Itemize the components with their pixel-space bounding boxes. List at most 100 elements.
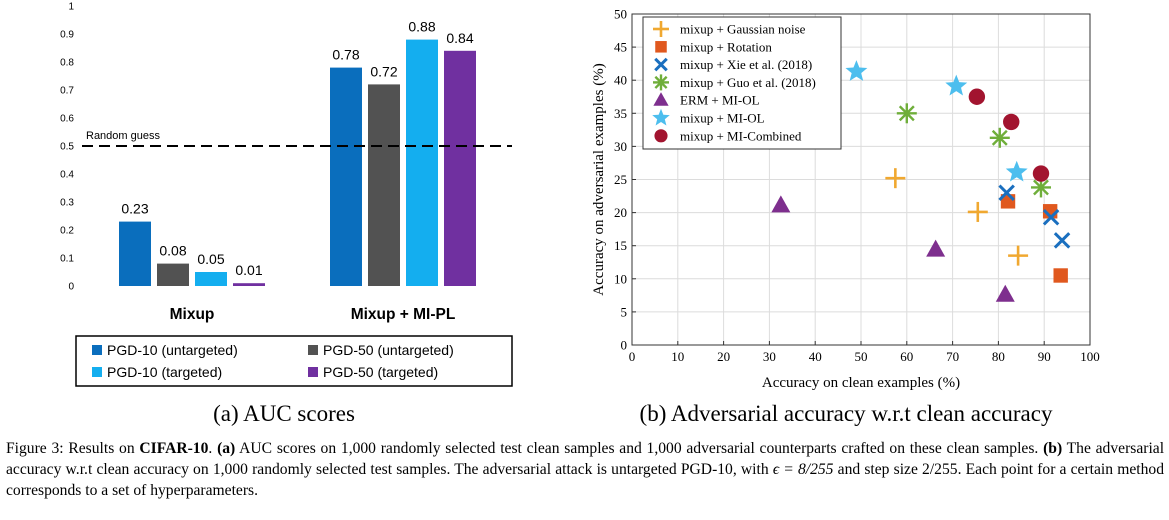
bar <box>157 263 189 286</box>
y-tick-label: 15 <box>614 238 627 253</box>
x-tick-label: 40 <box>809 349 822 364</box>
y-axis-label: Accuracy on adversarial examples (%) <box>591 63 607 295</box>
point-triangle <box>771 195 791 213</box>
y-tick-label: 0.7 <box>60 86 74 97</box>
point-circle <box>968 88 986 105</box>
panel-b-subtitle: (b) Adversarial accuracy w.r.t clean acc… <box>640 401 1053 426</box>
asterisk-arm <box>898 105 915 122</box>
y-tick-label: 40 <box>614 73 627 88</box>
scatter-series <box>998 184 1071 249</box>
point-asterisk <box>653 74 669 91</box>
random-guess-label: Random guess <box>86 130 160 142</box>
point-plus <box>1008 245 1029 266</box>
point-star <box>1005 160 1028 182</box>
bar-value-label: 0.84 <box>446 30 473 46</box>
legend-label: mixup + Gaussian noise <box>680 22 806 37</box>
x-tick-label: 20 <box>717 349 730 364</box>
bar <box>406 39 438 286</box>
x-tick-label: 90 <box>1038 349 1051 364</box>
bar <box>119 221 151 286</box>
bar-legend: PGD-10 (untargeted) PGD-50 (untargeted) PG… <box>75 335 513 387</box>
scatter-series <box>845 60 1028 182</box>
bar <box>195 272 227 286</box>
x-b <box>1042 208 1060 226</box>
y-tick-label: 0 <box>621 338 628 353</box>
legend-label: PGD-10 (untargeted) <box>107 342 238 358</box>
y-tick-label: 25 <box>614 172 627 187</box>
y-tick-label: 0.3 <box>60 198 74 209</box>
point-circle <box>1003 113 1020 131</box>
legend-label: mixup + Rotation <box>680 39 772 54</box>
bar-value-label: 0.72 <box>370 63 397 79</box>
y-tick-label: 35 <box>614 106 627 121</box>
point-x <box>998 184 1015 202</box>
y-tick-label: 0.2 <box>60 226 74 237</box>
caption-b-text: The adversarial accuracy w.r.t clean acc… <box>6 440 1165 478</box>
y-tick-label: 0.9 <box>60 30 74 41</box>
x-b <box>654 57 668 72</box>
legend-label: mixup + Guo et al. (2018) <box>680 75 816 90</box>
point-star <box>945 74 968 96</box>
point-square <box>1053 268 1068 283</box>
point-plus <box>967 201 988 222</box>
point-plus <box>885 168 906 189</box>
bar <box>330 67 362 286</box>
figure-caption: Figure 3: Results on CIFAR-10. (a) AUC s… <box>6 438 1164 501</box>
bar-value-label: 0.05 <box>197 251 224 267</box>
x-tick-label: 10 <box>671 349 684 364</box>
scatter-series <box>896 103 1051 198</box>
scatter-series <box>968 88 1050 182</box>
category-label: Mixup + MI-PL <box>351 306 456 323</box>
scatter-series <box>885 168 1029 266</box>
scatter-series <box>1000 194 1068 283</box>
y-tick-label: 5 <box>621 304 628 319</box>
y-tick-label: 0 <box>68 282 74 293</box>
panel-a-subtitle: (a) AUC scores <box>213 401 355 426</box>
legend-label: PGD-10 (targeted) <box>107 364 222 380</box>
accuracy-scatter-chart: 0 10 20 30 40 50 60 70 80 90 100 0 5 10 15 20 25 30 35 40 45… <box>591 7 1100 392</box>
auc-bar-chart: 0 0.1 0.2 0.3 0.4 0.5 0.6 0.7 0.8 0.9 1 0.23 0.78 0.0… <box>60 2 513 387</box>
caption-dataset: CIFAR-10 <box>139 440 209 457</box>
bar-value-label: 0.23 <box>121 201 148 217</box>
point-triangle <box>653 92 669 106</box>
point-x <box>1053 232 1071 249</box>
point-asterisk <box>989 127 1010 148</box>
legend-swatch <box>308 367 318 377</box>
y-tick-label: 1 <box>68 2 74 13</box>
legend-box <box>642 16 842 150</box>
bar-value-label: 0.78 <box>332 47 359 63</box>
caption-lead: Figure 3: Results on <box>6 440 140 457</box>
legend-label: ERM + MI-OL <box>680 93 760 108</box>
bar-value-label: 0.08 <box>159 243 186 259</box>
point-circle <box>654 129 668 143</box>
caption-step: 2/255 <box>922 461 958 478</box>
bar <box>368 84 400 287</box>
y-tick-label: 0.4 <box>60 170 74 181</box>
legend-swatch <box>308 345 318 355</box>
point-asterisk <box>896 103 917 124</box>
legend-label: PGD-50 (untargeted) <box>323 342 454 358</box>
point-star <box>652 108 670 126</box>
asterisk-arm <box>1033 179 1049 196</box>
x-tick-label: 70 <box>946 349 959 364</box>
y-tick-label: 20 <box>614 205 627 220</box>
bar-value-label: 0.01 <box>235 262 262 278</box>
point-circle <box>1032 165 1050 182</box>
caption-b-text3: . Each point for a certain method corres… <box>6 461 1164 499</box>
y-tick-label: 45 <box>614 40 627 55</box>
y-tick-label: 0.5 <box>60 142 74 153</box>
legend-label: mixup + MI-Combined <box>680 128 802 143</box>
x-b <box>1053 232 1071 249</box>
y-tick-label: 0.8 <box>60 58 74 69</box>
point-x <box>1042 208 1060 226</box>
asterisk-arm <box>654 75 668 89</box>
caption-b-text2: and step size <box>833 461 923 478</box>
point-triangle <box>995 284 1015 302</box>
y-tick-label: 30 <box>614 139 627 154</box>
bar <box>233 283 265 286</box>
y-tick-label: 10 <box>614 271 627 286</box>
bar-value-label: 0.88 <box>408 19 435 35</box>
legend-box <box>75 335 513 387</box>
caption-eps: ϵ = 8/255 <box>772 461 834 478</box>
